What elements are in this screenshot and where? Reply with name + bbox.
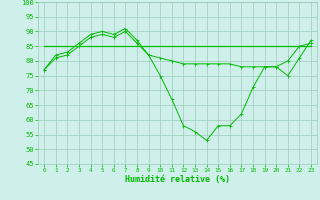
X-axis label: Humidité relative (%): Humidité relative (%) <box>125 175 230 184</box>
